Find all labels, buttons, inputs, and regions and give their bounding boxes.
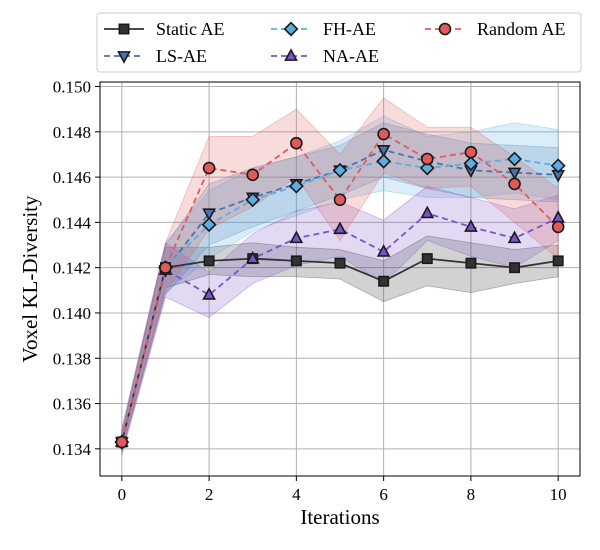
point-fh-ae bbox=[245, 192, 261, 208]
line-random-ae bbox=[120, 132, 559, 443]
point-static-ae bbox=[421, 253, 433, 265]
legend-marker-ls-ae bbox=[117, 51, 131, 64]
x-tick-label: 2 bbox=[205, 485, 214, 504]
point-random-ae bbox=[464, 145, 478, 159]
point-fh-ae bbox=[550, 158, 566, 174]
legend-marker-na-ae bbox=[284, 48, 298, 61]
x-tick-label: 0 bbox=[118, 485, 127, 504]
y-axis: 0.134 0.136 0.138 0.140 0.142 0.144 0.146 0.148… bbox=[53, 78, 100, 459]
point-static-ae bbox=[509, 262, 521, 274]
x-tick-label: 8 bbox=[467, 485, 476, 504]
line-ls-ae bbox=[120, 148, 559, 443]
legend-marker-fh-ae bbox=[283, 21, 299, 37]
x-tick-label: 6 bbox=[379, 485, 388, 504]
legend-marker-random-ae bbox=[438, 22, 452, 36]
point-static-ae bbox=[334, 257, 346, 269]
y-tick-label: 0.134 bbox=[53, 440, 92, 459]
point-fh-ae bbox=[201, 217, 217, 233]
point-na-ae bbox=[507, 230, 522, 244]
point-static-ae bbox=[203, 255, 215, 267]
legend-box bbox=[96, 12, 582, 73]
point-random-ae bbox=[420, 152, 434, 166]
point-na-ae bbox=[333, 221, 347, 235]
point-ls-ae bbox=[376, 145, 391, 158]
series-markers bbox=[114, 127, 566, 450]
point-ls-ae bbox=[202, 208, 216, 222]
point-random-ae bbox=[202, 161, 216, 175]
y-tick-label: 0.150 bbox=[53, 78, 91, 97]
legend-label-ls-ae: LS-AE bbox=[156, 46, 207, 66]
legend-label-static-ae: Static AE bbox=[156, 19, 225, 39]
point-random-ae bbox=[246, 168, 260, 182]
legend-label-na-ae: NA-AE bbox=[323, 46, 379, 66]
legend-marker-static-ae bbox=[118, 23, 130, 35]
x-axis-title: Iterations bbox=[300, 505, 379, 529]
point-ls-ae bbox=[507, 167, 522, 181]
point-random-ae bbox=[508, 177, 521, 191]
point-fh-ae bbox=[507, 151, 523, 167]
y-tick-label: 0.136 bbox=[53, 395, 91, 414]
point-static-ae bbox=[378, 275, 390, 287]
x-tick-label: 4 bbox=[292, 485, 301, 504]
x-tick-label: 10 bbox=[550, 485, 567, 504]
y-axis-title: Voxel KL-Diversity bbox=[18, 195, 42, 363]
line-na-ae bbox=[120, 212, 559, 443]
y-tick-label: 0.144 bbox=[53, 213, 92, 232]
point-random-ae bbox=[377, 127, 390, 141]
y-tick-label: 0.148 bbox=[53, 123, 91, 142]
point-na-ae bbox=[289, 230, 304, 244]
point-na-ae bbox=[376, 244, 391, 257]
point-static-ae bbox=[552, 255, 564, 267]
point-fh-ae bbox=[376, 153, 392, 169]
band-static-ae bbox=[121, 235, 559, 452]
y-tick-label: 0.140 bbox=[53, 304, 91, 323]
point-na-ae bbox=[202, 287, 216, 300]
point-random-ae bbox=[290, 136, 303, 150]
y-tick-label: 0.138 bbox=[53, 349, 91, 368]
band-na-ae bbox=[121, 185, 559, 456]
legend-label-fh-ae: FH-AE bbox=[323, 19, 376, 39]
legend: Static AE FH-AE Random AE LS-AE NA-AE bbox=[96, 12, 582, 73]
point-fh-ae bbox=[288, 178, 304, 194]
point-random-ae bbox=[551, 220, 565, 234]
point-static-ae bbox=[465, 257, 477, 269]
point-random-ae bbox=[159, 261, 172, 274]
point-na-ae bbox=[420, 205, 435, 219]
point-na-ae bbox=[464, 219, 478, 232]
band-fh-ae bbox=[121, 115, 559, 452]
point-fh-ae bbox=[332, 162, 348, 178]
point-random-ae bbox=[333, 193, 347, 207]
point-fh-ae bbox=[419, 160, 435, 176]
y-tick-label: 0.142 bbox=[53, 259, 91, 278]
point-fh-ae bbox=[463, 156, 479, 171]
legend-label-random-ae: Random AE bbox=[477, 19, 566, 39]
point-na-ae bbox=[245, 250, 260, 264]
plot-frame bbox=[99, 81, 581, 477]
y-tick-label: 0.146 bbox=[53, 168, 91, 187]
point-random-ae bbox=[115, 435, 129, 449]
point-static-ae bbox=[290, 255, 302, 267]
x-axis: 0 2 4 6 8 10 bbox=[118, 476, 567, 504]
